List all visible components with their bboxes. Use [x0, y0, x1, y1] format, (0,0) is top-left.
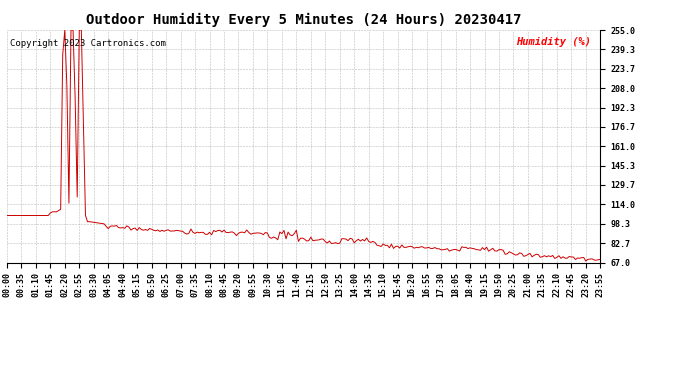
Text: Copyright 2023 Cartronics.com: Copyright 2023 Cartronics.com — [10, 39, 166, 48]
Text: Humidity (%): Humidity (%) — [516, 37, 591, 47]
Title: Outdoor Humidity Every 5 Minutes (24 Hours) 20230417: Outdoor Humidity Every 5 Minutes (24 Hou… — [86, 13, 522, 27]
